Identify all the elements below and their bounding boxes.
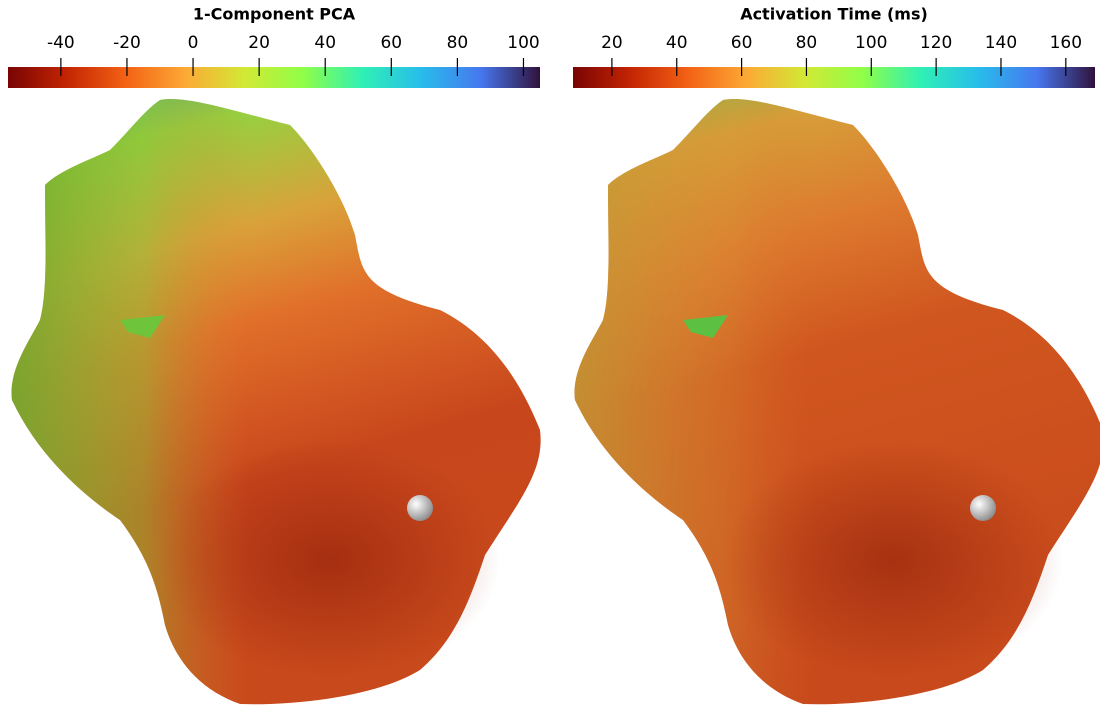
tick-label: 80 [796,33,818,53]
tick-label: 120 [920,33,952,53]
tick-label: 100 [507,33,539,53]
surface-right [574,99,1100,705]
tick-label: 80 [447,33,469,53]
tick-label: 60 [380,33,402,53]
surface-left [11,99,541,705]
tick-label: 40 [666,33,688,53]
tick-label: 60 [731,33,753,53]
tick-label: -40 [47,33,75,53]
tick-label: 20 [601,33,623,53]
tick-label: 40 [314,33,336,53]
tick-label: 0 [188,33,199,53]
colorbar [573,67,1095,88]
colorbar [8,67,540,88]
colorbar-title: Activation Time (ms) [740,5,928,24]
tick-label: 100 [855,33,887,53]
tick-label: 160 [1050,33,1082,53]
tick-label: -20 [113,33,141,53]
tick-label: 140 [985,33,1017,53]
colorbar-title: 1-Component PCA [193,5,356,24]
tick-label: 20 [248,33,270,53]
